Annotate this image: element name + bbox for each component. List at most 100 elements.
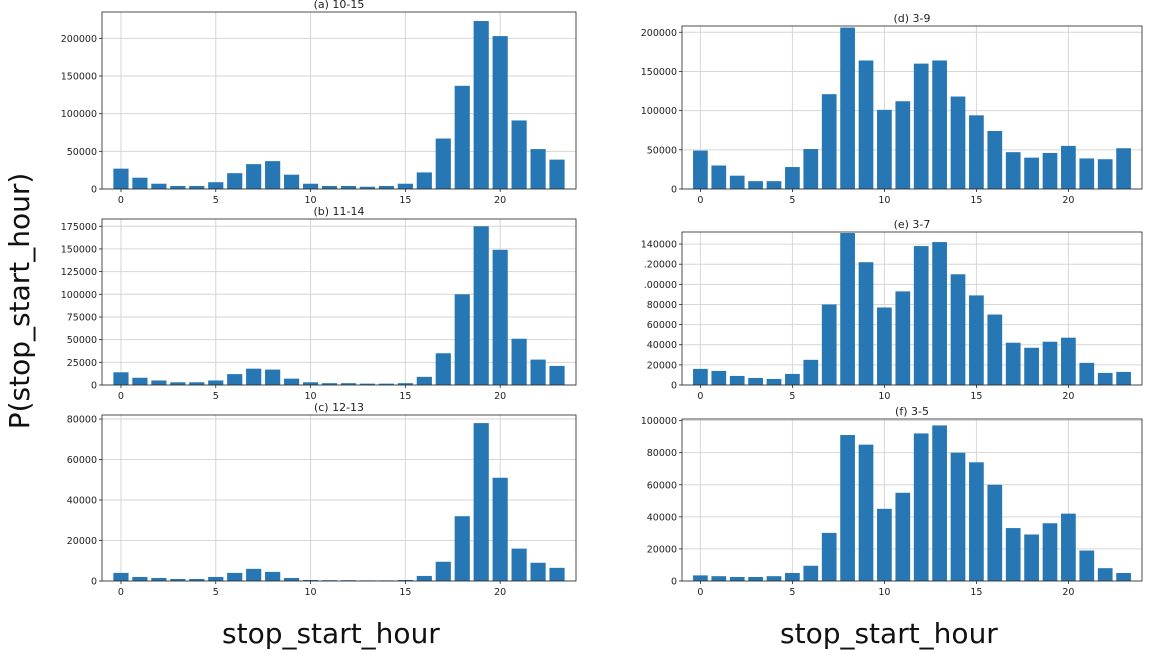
- bar-b-22: [530, 360, 545, 385]
- bar-d-18: [1024, 158, 1039, 189]
- bar-f-15: [969, 462, 984, 581]
- y-tick-label: 150000: [641, 67, 677, 78]
- bar-a-16: [417, 172, 432, 189]
- bar-d-15: [969, 115, 984, 189]
- bar-a-0: [113, 169, 128, 189]
- bar-a-20: [493, 36, 508, 189]
- x-tick-label: 15: [399, 587, 411, 598]
- bar-f-18: [1024, 534, 1039, 581]
- bar-c-9: [284, 578, 299, 581]
- bar-f-13: [932, 425, 947, 581]
- x-tick-label: 5: [213, 195, 219, 206]
- bar-d-16: [987, 131, 1002, 189]
- bar-b-8: [265, 370, 280, 385]
- bar-b-19: [474, 226, 489, 385]
- bar-d-22: [1098, 159, 1113, 189]
- bar-e-5: [785, 374, 800, 385]
- bar-a-3: [170, 186, 185, 189]
- bar-e-21: [1079, 363, 1094, 385]
- bar-d-20: [1061, 146, 1076, 189]
- bar-c-16: [417, 576, 432, 581]
- y-tick-label: 0: [91, 381, 97, 392]
- bar-c-2: [151, 578, 166, 581]
- y-tick-label: 50000: [647, 145, 677, 156]
- x-tick-label: 15: [970, 391, 982, 402]
- y-tick-label: .00000: [644, 280, 677, 291]
- x-tick-label: 5: [213, 391, 219, 402]
- bar-f-16: [987, 485, 1002, 581]
- bar-a-14: [379, 186, 394, 189]
- x-tick-label: 20: [494, 391, 506, 402]
- x-tick-label: 10: [878, 587, 890, 598]
- bar-e-23: [1116, 372, 1131, 385]
- bar-b-2: [151, 380, 166, 385]
- bar-a-12: [341, 186, 356, 189]
- x-tick-label: 15: [970, 587, 982, 598]
- y-tick-label: 125000: [61, 267, 97, 278]
- y-tick-label: 80000: [647, 300, 677, 311]
- bar-f-20: [1061, 514, 1076, 581]
- x-tick-label: 15: [399, 195, 411, 206]
- bar-f-4: [767, 576, 782, 581]
- y-tick-label: 75000: [67, 312, 97, 323]
- bar-b-3: [170, 382, 185, 385]
- bar-c-7: [246, 569, 261, 581]
- panel-d: 0 5 10 15 20 0 50000 100000 150000 200000 (d) 3-9: [641, 12, 1142, 206]
- x-axis-label-left: stop_start_hour: [222, 617, 440, 650]
- bar-a-21: [512, 120, 527, 189]
- bar-b-10: [303, 382, 318, 385]
- bar-f-7: [822, 533, 837, 581]
- bar-e-3: [748, 378, 763, 385]
- bar-c-0: [113, 573, 128, 581]
- bar-a-9: [284, 175, 299, 189]
- bar-d-9: [859, 60, 874, 189]
- y-tick-label: 200000: [61, 34, 97, 45]
- x-tick-label: 10: [878, 195, 890, 206]
- y-tick-label: 100000: [641, 416, 677, 427]
- bar-e-9: [859, 262, 874, 385]
- x-axis-label-right: stop_start_hour: [780, 617, 998, 650]
- bar-f-2: [730, 577, 745, 581]
- x-tick-label: 0: [118, 195, 124, 206]
- panel-title-b: (b) 11-14: [313, 205, 364, 218]
- bar-d-4: [767, 181, 782, 189]
- bar-e-15: [969, 295, 984, 385]
- y-tick-label: 0: [671, 577, 677, 588]
- bar-d-23: [1116, 148, 1131, 189]
- bar-a-23: [549, 160, 564, 189]
- bar-b-17: [436, 353, 451, 385]
- bar-b-0: [113, 372, 128, 385]
- y-tick-label: 80000: [67, 415, 97, 426]
- x-tick-label: 0: [118, 391, 124, 402]
- bar-a-15: [398, 184, 413, 189]
- panel-title-f: (f) 3-5: [895, 405, 929, 418]
- bar-c-8: [265, 572, 280, 581]
- x-tick-label: 20: [1062, 587, 1074, 598]
- panel-e: 0 5 10 15 20020000400006000080000.00000.2000…: [641, 218, 1142, 402]
- y-tick-label: 80000: [647, 448, 677, 459]
- bar-f-10: [877, 509, 892, 581]
- panel-title-e: (e) 3-7: [894, 218, 931, 231]
- y-tick-label: 150000: [61, 244, 97, 255]
- y-tick-label: 20000: [647, 360, 677, 371]
- bar-d-14: [951, 97, 966, 189]
- y-tick-label: 60000: [647, 320, 677, 331]
- bar-f-14: [951, 453, 966, 581]
- bar-a-22: [530, 149, 545, 189]
- y-tick-label: 175000: [61, 222, 97, 233]
- bar-e-18: [1024, 348, 1039, 385]
- x-tick-label: 20: [494, 587, 506, 598]
- bar-e-22: [1098, 373, 1113, 385]
- bar-d-2: [730, 176, 745, 189]
- panel-title-a: (a) 10-15: [314, 0, 365, 11]
- bar-c-19: [474, 423, 489, 581]
- bar-d-3: [748, 181, 763, 189]
- bar-f-1: [711, 576, 726, 581]
- x-tick-label: 5: [789, 195, 795, 206]
- y-tick-label: 25000: [67, 358, 97, 369]
- bar-b-18: [455, 294, 470, 385]
- bar-c-17: [436, 562, 451, 581]
- bar-f-11: [895, 493, 910, 581]
- bar-e-0: [693, 369, 708, 385]
